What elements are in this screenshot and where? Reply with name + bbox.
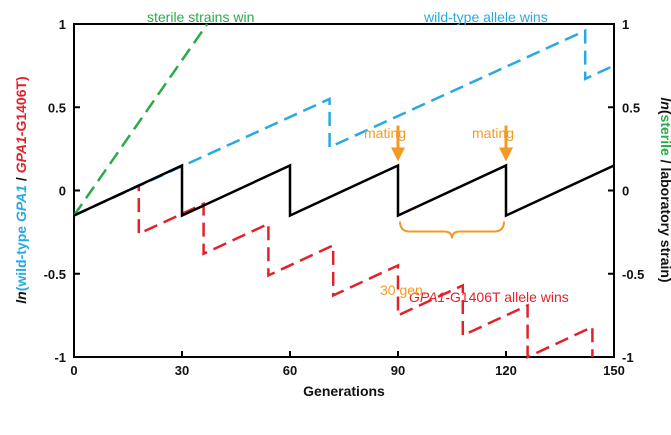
y-axis-left-title: ln(wild-type GPA1 / GPA1-G1406T) xyxy=(13,76,29,303)
gpa1-wins-label: GPA1-G1406T allele wins xyxy=(409,289,569,305)
y-tick-label-right: 0 xyxy=(622,184,629,199)
mating-label-2: mating xyxy=(472,125,514,141)
mating-label-1: mating xyxy=(364,125,406,141)
mating-arrows xyxy=(391,125,513,162)
y-tick-label-right: -0.5 xyxy=(622,267,644,282)
y-tick-label-left: -0.5 xyxy=(44,267,66,282)
series-neutral xyxy=(73,163,615,218)
axis-ticks: 0 30 60 90 120 150-1 -1-0.5 -0.50 00.5 0.51 1 xyxy=(44,17,645,378)
generation-brace xyxy=(399,221,505,239)
mating-arrow-head xyxy=(391,147,405,162)
y-tick-label-left: 1 xyxy=(59,17,66,32)
y-tick-label-left: 0 xyxy=(59,184,66,199)
series-sterile xyxy=(72,23,209,217)
y-tick-label-right: -1 xyxy=(622,350,634,365)
x-tick-label: 30 xyxy=(175,363,189,378)
x-tick-label: 90 xyxy=(391,363,405,378)
series-gpa1 xyxy=(73,183,594,359)
x-tick-label: 150 xyxy=(603,363,625,378)
series-wildtype xyxy=(73,28,615,217)
mating-arrow-head xyxy=(499,147,513,162)
x-tick-label: 120 xyxy=(495,363,517,378)
y-tick-label-right: 0.5 xyxy=(622,100,640,115)
brace-label: 30 gen. xyxy=(380,282,427,298)
y-tick-label-left: -1 xyxy=(54,350,66,365)
y-tick-label-right: 1 xyxy=(622,17,629,32)
sterile-strains-label: sterile strains win xyxy=(147,9,254,25)
series-layer xyxy=(72,23,615,359)
x-axis-title: Generations xyxy=(303,383,385,399)
wildtype-wins-label: wild-type allele wins xyxy=(423,9,548,25)
x-tick-label: 0 xyxy=(70,363,77,378)
x-tick-label: 60 xyxy=(283,363,297,378)
y-axis-right-title: ln(sterile / laboratory strain) xyxy=(658,97,671,282)
y-tick-label-left: 0.5 xyxy=(48,100,66,115)
